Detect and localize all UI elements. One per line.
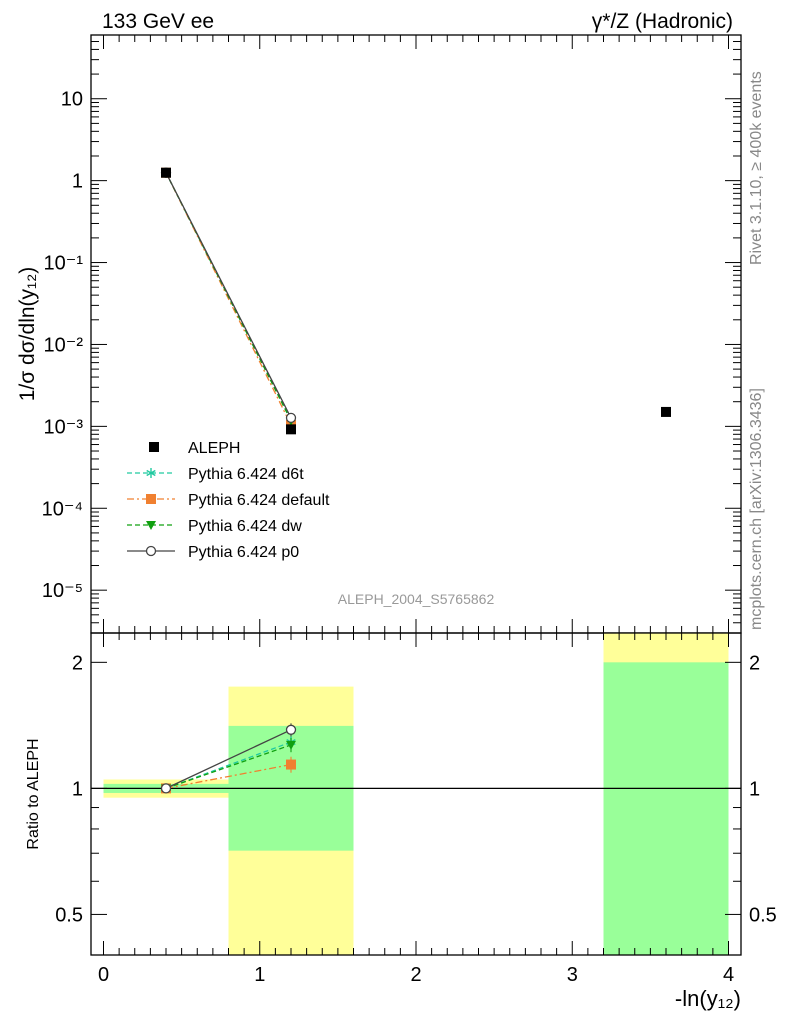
main-point-marker bbox=[286, 424, 296, 435]
ratio-point-marker bbox=[285, 724, 297, 735]
ratio-frame bbox=[90, 632, 742, 956]
legend-label: Pythia 6.424 dw bbox=[188, 518, 302, 535]
legend-marker bbox=[146, 521, 156, 530]
ratio-point-marker bbox=[286, 759, 296, 770]
main-y-tick-label: 10⁻¹ bbox=[44, 253, 84, 275]
ratio-series bbox=[160, 723, 297, 794]
legend-marker bbox=[146, 494, 156, 504]
ratio-x-tick-label: 3 bbox=[567, 964, 578, 986]
header-left: 133 GeV ee bbox=[102, 10, 214, 33]
ratio-bands bbox=[103, 633, 729, 955]
main-point-marker bbox=[661, 406, 671, 417]
ratio-band-green bbox=[603, 662, 729, 955]
ratio-y-tick-label-right: 2 bbox=[749, 652, 760, 674]
ratio-y-tick-label-right: 0.5 bbox=[749, 904, 777, 926]
main-y-tick-label: 10 bbox=[61, 89, 83, 111]
ratio-x-tick-label: 4 bbox=[723, 964, 734, 986]
ratio-y-axis-label: Ratio to ALEPH bbox=[25, 738, 42, 849]
legend-label: Pythia 6.424 default bbox=[188, 492, 330, 509]
main-y-tick-label: 1 bbox=[72, 171, 83, 193]
ratio-series-line bbox=[165, 763, 292, 790]
legend-marker bbox=[146, 468, 156, 478]
ratio-point-marker bbox=[286, 740, 296, 750]
ratio-y-tick-label-left: 1 bbox=[72, 778, 83, 800]
legend-label: Pythia 6.424 p0 bbox=[188, 544, 299, 561]
legend-label: ALEPH bbox=[188, 440, 240, 457]
main-panel: ALEPH_2004_S5765862 10⁻⁵ 10⁻⁴ 10⁻³ 10⁻² 10⁻¹… bbox=[16, 34, 742, 634]
ratio-series-line bbox=[165, 729, 292, 789]
legend-label: Pythia 6.424 d6t bbox=[188, 466, 304, 483]
legend: ALEPH Pythia 6.424 d6t Pythia 6.424 defaul… bbox=[127, 440, 330, 561]
main-point-marker bbox=[161, 167, 171, 178]
main-point-marker bbox=[285, 412, 297, 424]
main-y-tick-label: 10⁻³ bbox=[44, 416, 84, 438]
ratio-series-line bbox=[165, 744, 292, 789]
main-y-ticks: 10⁻⁵ 10⁻⁴ 10⁻³ 10⁻² 10⁻¹ 1 10 bbox=[42, 34, 741, 634]
ratio-series-line bbox=[165, 741, 292, 789]
ratio-y-ticks: 0.5 0.5 1 1 2 2 bbox=[55, 652, 777, 956]
main-y-tick-label: 10⁻⁵ bbox=[42, 580, 83, 602]
ratio-x-tick-label: 2 bbox=[410, 964, 421, 986]
legend-marker bbox=[145, 545, 157, 557]
ratio-panel: 0.5 0.5 1 1 2 2 0 1 2 3 4 Ratio to ALEPH -ln(y₁₂) bbox=[25, 632, 777, 1011]
main-y-tick-label: 10⁻⁴ bbox=[42, 498, 83, 520]
watermark: ALEPH_2004_S5765862 bbox=[338, 591, 495, 607]
header-right: γ*/Z (Hadronic) bbox=[592, 10, 733, 33]
main-series-line bbox=[165, 172, 292, 419]
ratio-y-tick-label-left: 2 bbox=[72, 652, 83, 674]
main-x-ticks bbox=[103, 35, 729, 633]
ratio-x-tick-label: 1 bbox=[254, 964, 265, 986]
main-y-axis-label: 1/σ dσ/dln(y₁₂) bbox=[16, 267, 39, 402]
ratio-x-tick-label: 0 bbox=[98, 964, 109, 986]
x-axis-label: -ln(y₁₂) bbox=[675, 986, 741, 1011]
legend-marker-stroke bbox=[146, 469, 156, 477]
ratio-point-marker bbox=[160, 783, 172, 794]
ratio-x-ticks: 0 1 2 3 4 bbox=[98, 633, 734, 986]
main-series-line bbox=[165, 172, 292, 422]
side-label-version: Rivet 3.1.10, ≥ 400k events bbox=[748, 71, 765, 265]
ratio-y-tick-label-right: 1 bbox=[749, 778, 760, 800]
ratio-y-tick-label-left: 0.5 bbox=[55, 904, 83, 926]
main-y-tick-label: 10⁻² bbox=[44, 334, 84, 356]
legend-marker bbox=[149, 442, 159, 452]
side-label-site: mcplots.cern.ch [arXiv:1306.3436] bbox=[748, 388, 765, 630]
main-series bbox=[160, 167, 671, 435]
